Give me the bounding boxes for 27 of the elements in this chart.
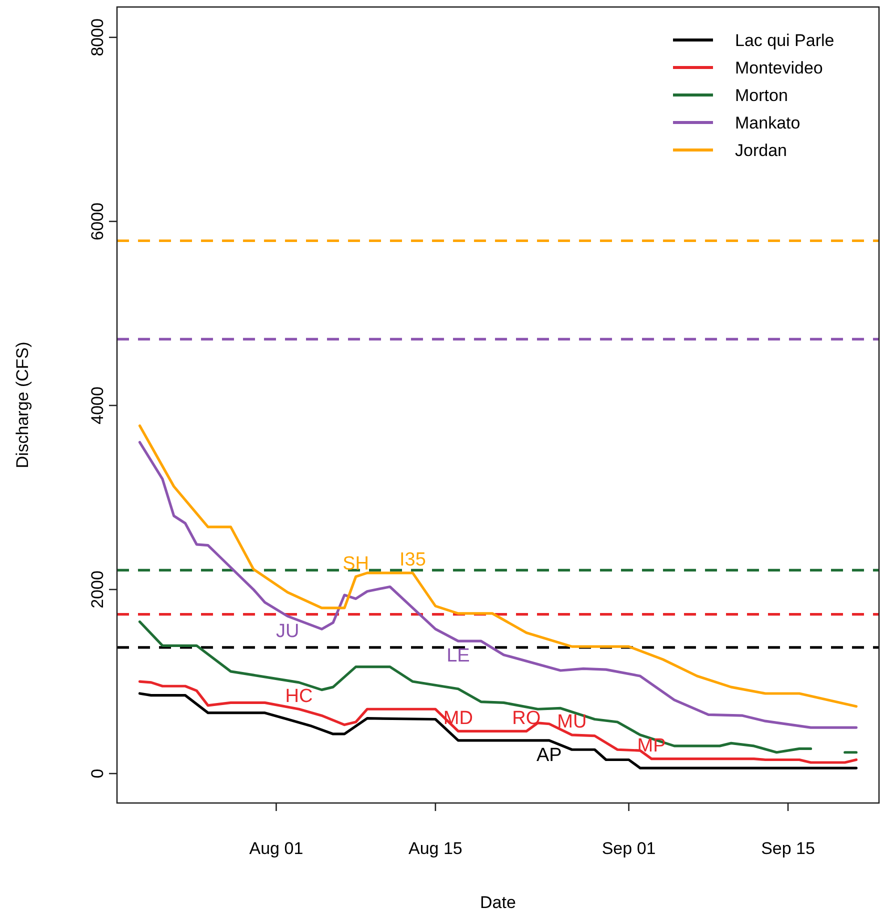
annotation: MU <box>557 712 587 733</box>
line-series <box>138 680 858 764</box>
annotation: AP <box>536 745 562 766</box>
x-axis-title: Date <box>480 893 516 912</box>
y-tick-label: 4000 <box>88 386 107 424</box>
annotation: MP <box>637 735 666 756</box>
legend-label: Jordan <box>735 141 787 160</box>
x-tick-label: Sep 01 <box>602 839 656 858</box>
annotation: HC <box>285 686 313 707</box>
annotation: SH <box>342 553 370 574</box>
y-tick-label: 6000 <box>88 202 107 240</box>
annotation: I35 <box>399 550 426 571</box>
legend-label: Mankato <box>735 114 800 132</box>
x-tick-label: Aug 15 <box>408 839 462 858</box>
annotation: LE <box>446 646 470 667</box>
x-tick-label: Aug 01 <box>249 839 304 858</box>
annotation: MD <box>443 708 473 729</box>
x-tick-label: Sep 15 <box>761 839 815 858</box>
legend-label: Lac qui Parle <box>735 31 834 50</box>
annotation: RO <box>512 708 541 729</box>
y-tick-label: 0 <box>88 768 107 778</box>
annotation: JU <box>276 620 300 642</box>
y-axis-title: Discharge (CFS) <box>13 342 32 468</box>
y-tick-label: 2000 <box>88 570 107 608</box>
y-tick-label: 8000 <box>88 18 107 56</box>
legend-label: Montevideo <box>735 58 823 78</box>
legend-label: Morton <box>735 86 788 105</box>
